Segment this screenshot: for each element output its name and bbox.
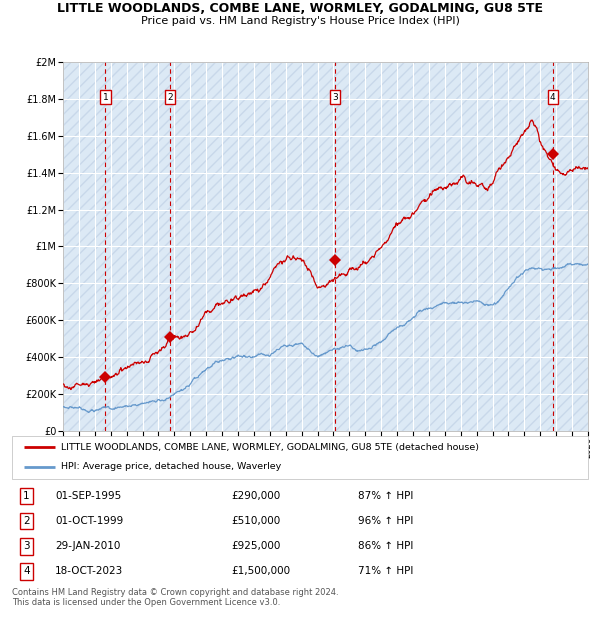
Text: 96% ↑ HPI: 96% ↑ HPI: [358, 516, 413, 526]
Text: £290,000: £290,000: [231, 491, 280, 501]
Text: £1,500,000: £1,500,000: [231, 567, 290, 577]
Text: 3: 3: [23, 541, 30, 551]
Text: HPI: Average price, detached house, Waverley: HPI: Average price, detached house, Wave…: [61, 463, 281, 471]
Text: LITTLE WOODLANDS, COMBE LANE, WORMLEY, GODALMING, GU8 5TE: LITTLE WOODLANDS, COMBE LANE, WORMLEY, G…: [57, 2, 543, 15]
Text: 71% ↑ HPI: 71% ↑ HPI: [358, 567, 413, 577]
Text: 4: 4: [550, 92, 556, 102]
Text: 2: 2: [167, 92, 173, 102]
Text: 01-SEP-1995: 01-SEP-1995: [55, 491, 121, 501]
Text: 29-JAN-2010: 29-JAN-2010: [55, 541, 121, 551]
Text: £925,000: £925,000: [231, 541, 280, 551]
Text: 2: 2: [23, 516, 30, 526]
Text: Price paid vs. HM Land Registry's House Price Index (HPI): Price paid vs. HM Land Registry's House …: [140, 16, 460, 26]
Text: 4: 4: [23, 567, 30, 577]
Text: LITTLE WOODLANDS, COMBE LANE, WORMLEY, GODALMING, GU8 5TE (detached house): LITTLE WOODLANDS, COMBE LANE, WORMLEY, G…: [61, 443, 479, 451]
Text: 1: 1: [103, 92, 109, 102]
Text: 18-OCT-2023: 18-OCT-2023: [55, 567, 124, 577]
Text: 01-OCT-1999: 01-OCT-1999: [55, 516, 124, 526]
Text: 1: 1: [23, 491, 30, 501]
Text: 86% ↑ HPI: 86% ↑ HPI: [358, 541, 413, 551]
Text: 87% ↑ HPI: 87% ↑ HPI: [358, 491, 413, 501]
Text: Contains HM Land Registry data © Crown copyright and database right 2024.
This d: Contains HM Land Registry data © Crown c…: [12, 588, 338, 607]
Text: £510,000: £510,000: [231, 516, 280, 526]
Text: 3: 3: [332, 92, 338, 102]
